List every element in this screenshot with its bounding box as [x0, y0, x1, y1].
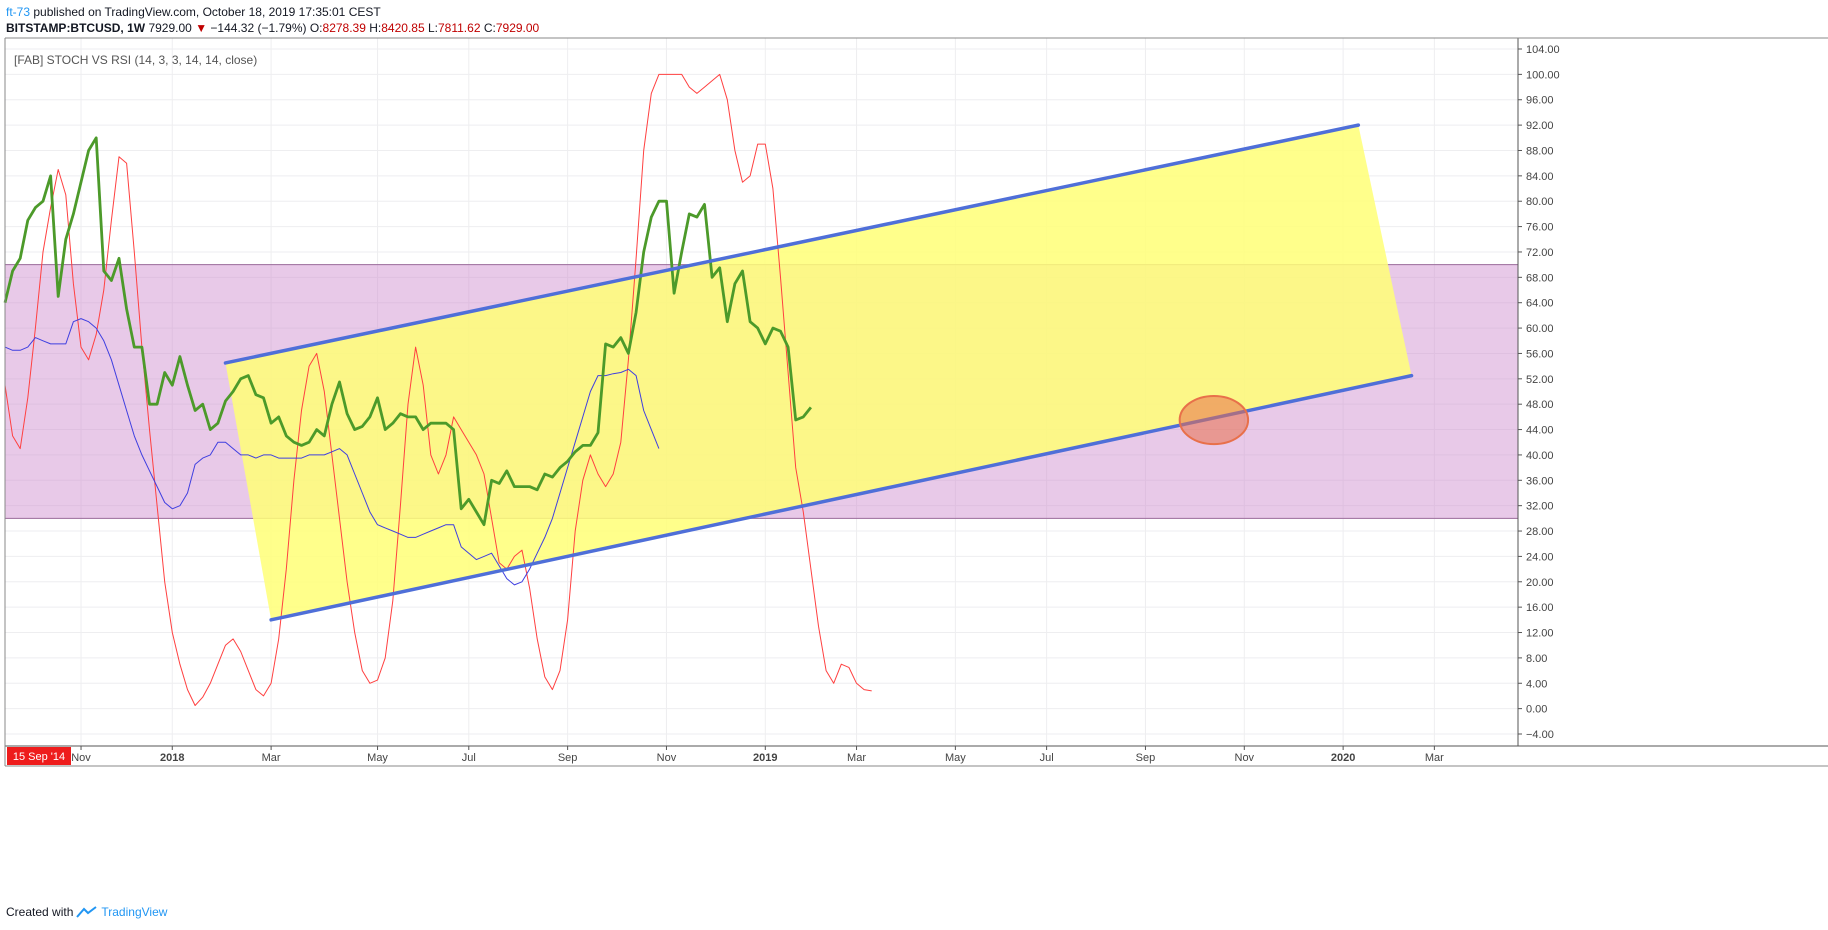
published-text: published on TradingView.com, October 18… — [33, 5, 381, 19]
drawings — [223, 123, 1414, 622]
y-tick-label: 36.00 — [1526, 475, 1554, 487]
open-value: 8278.39 — [322, 21, 366, 35]
x-tick-label: Sep — [558, 752, 578, 764]
x-tick-label: Nov — [657, 752, 677, 764]
x-tick-label: 2018 — [160, 752, 184, 764]
y-tick-label: 80.00 — [1526, 196, 1554, 208]
footer: Created with TradingView — [6, 905, 167, 919]
y-tick-label: 92.00 — [1526, 120, 1554, 132]
x-tick-label: Sep — [1136, 752, 1156, 764]
y-tick-label: 104.00 — [1526, 44, 1560, 56]
publish-info: ft-73 published on TradingView.com, Octo… — [6, 5, 381, 19]
high-value: 8420.85 — [381, 21, 425, 35]
x-tick-label: Mar — [847, 752, 866, 764]
x-tick-label: 2019 — [753, 752, 777, 764]
x-tick-label: May — [945, 752, 966, 764]
y-tick-label: 28.00 — [1526, 526, 1554, 538]
channel-fill — [225, 125, 1412, 620]
close-value: 7929.00 — [495, 21, 540, 35]
tradingview-brand-text: TradingView — [101, 905, 168, 919]
series-line-stoch_d — [4, 318, 660, 586]
y-tick-label: 4.00 — [1526, 678, 1547, 690]
y-tick-label: 56.00 — [1526, 348, 1554, 360]
x-tick-label: Nov — [1235, 752, 1255, 764]
axes: 104.00 100.00 96.00 92.00 88.00 84.00 80.00 76.… — [4, 37, 1828, 767]
y-tick-label: 72.00 — [1526, 247, 1554, 259]
y-tick-label: 16.00 — [1526, 602, 1554, 614]
y-tick-label: 40.00 — [1526, 450, 1554, 462]
x-tick-label: Jul — [462, 752, 476, 764]
high-label: H: — [369, 21, 382, 35]
price-change: −144.32 (−1.79%) — [210, 21, 307, 35]
y-tick-label: 84.00 — [1526, 171, 1554, 183]
y-tick-label: 12.00 — [1526, 628, 1554, 640]
y-tick-label: 0.00 — [1526, 704, 1547, 716]
y-tick-label: 68.00 — [1526, 272, 1554, 284]
author-link[interactable]: ft-73 — [6, 5, 31, 19]
x-tick-label: Nov — [71, 752, 91, 764]
created-with-label: Created with — [6, 905, 74, 919]
x-tick-label: Jul — [1040, 752, 1054, 764]
trendline-upper — [223, 123, 1361, 365]
close-label: C: — [483, 21, 496, 35]
series-line-rsi — [3, 136, 812, 527]
y-tick-label: 60.00 — [1526, 323, 1554, 335]
indicator-series — [3, 73, 872, 706]
y-tick-label: 52.00 — [1526, 374, 1554, 386]
open-label: O: — [309, 21, 323, 35]
y-tick-label: 48.00 — [1526, 399, 1554, 411]
x-tick-label: Mar — [1425, 752, 1444, 764]
x-tick-label: 2020 — [1331, 752, 1355, 764]
channel-polygon — [225, 125, 1412, 620]
last-price: 7929.00 — [148, 21, 192, 35]
indicator-title: [FAB] STOCH VS RSI (14, 3, 3, 14, 14, cl… — [14, 53, 257, 67]
y-tick-label: 8.00 — [1526, 653, 1547, 665]
y-tick-label: 88.00 — [1526, 145, 1554, 157]
y-tick-label: 20.00 — [1526, 577, 1554, 589]
y-tick-label: 32.00 — [1526, 501, 1554, 513]
y-tick-label: 24.00 — [1526, 551, 1554, 563]
start-date-label: 15 Sep '14 — [13, 751, 65, 763]
symbol-label: BITSTAMP:BTCUSD, 1W — [6, 21, 146, 35]
y-tick-label: −4.00 — [1526, 729, 1554, 741]
y-tick-label: 76.00 — [1526, 222, 1554, 234]
start-date-badge — [7, 747, 71, 765]
low-label: L: — [427, 21, 438, 35]
change-arrow: ▼ — [195, 21, 208, 35]
y-tick-label: 64.00 — [1526, 298, 1554, 310]
x-tick-label: Mar — [262, 752, 281, 764]
x-tick-label: May — [367, 752, 388, 764]
y-tick-label: 100.00 — [1526, 69, 1560, 81]
highlight-ellipse — [1178, 394, 1250, 446]
y-tick-label: 96.00 — [1526, 95, 1554, 107]
y-tick-label: 44.00 — [1526, 425, 1554, 437]
low-value: 7811.62 — [438, 21, 481, 35]
series-line-stoch_k — [4, 73, 872, 706]
tradingview-brand[interactable]: TradingView — [76, 905, 167, 919]
symbol-info: BITSTAMP:BTCUSD, 1W 7929.00 ▼ −144.32 (−… — [6, 21, 539, 35]
tradingview-logo-icon — [76, 906, 97, 918]
